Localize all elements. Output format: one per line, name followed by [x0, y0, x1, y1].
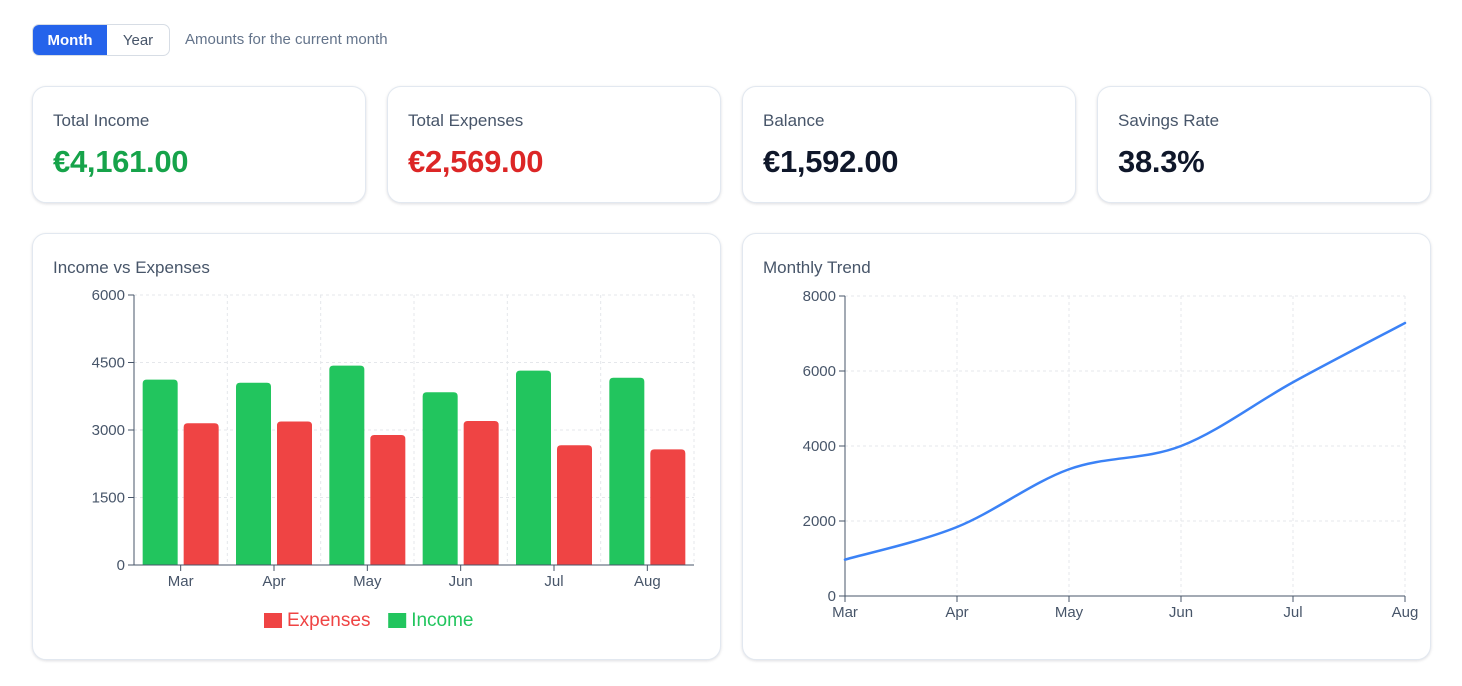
line-grid	[845, 295, 1406, 596]
y-tick-label: 6000	[803, 363, 836, 380]
stat-value: 38.3%	[1118, 144, 1205, 179]
expenses-bar	[463, 421, 499, 565]
y-tick-label: 0	[117, 557, 125, 574]
stat-label: Total Income	[53, 111, 150, 130]
x-tick-label: Jun	[1169, 604, 1193, 621]
x-tick-label: Mar	[168, 573, 194, 590]
y-tick-label: 2000	[803, 513, 836, 530]
income-bar	[329, 365, 365, 565]
x-tick-label: Jul	[544, 573, 563, 590]
stat-label: Balance	[763, 111, 825, 130]
expenses-bar	[183, 423, 219, 565]
period-hint: Amounts for the current month	[185, 31, 388, 48]
chart-legend: Expenses Income	[264, 610, 474, 631]
income-bar	[236, 382, 271, 565]
trend-line	[843, 321, 1407, 561]
monthly-trend-chart: 0 2000 4000 6000 8000 Mar Apr May Jun Jul Aug	[803, 288, 1419, 621]
expenses-bar	[650, 449, 686, 565]
x-tick-label: Jun	[449, 573, 473, 590]
x-tick-label: May	[353, 573, 382, 590]
expenses-bar	[277, 421, 312, 565]
x-tick-label: Apr	[262, 573, 285, 590]
expenses-legend-swatch	[264, 613, 282, 628]
bar-grid	[134, 294, 695, 565]
y-tick-label: 0	[828, 588, 836, 605]
y-tick-label: 4000	[803, 438, 836, 455]
income-bar	[516, 370, 551, 565]
chart-title: Monthly Trend	[763, 258, 871, 277]
stat-card-savings-rate: Savings Rate 38.3%	[1097, 86, 1431, 203]
x-tick-label: Aug	[1392, 604, 1419, 621]
income-legend-swatch	[388, 613, 407, 628]
income-bar	[422, 392, 458, 565]
stat-card-total-expenses: Total Expenses €2,569.00	[387, 86, 721, 203]
stat-card-balance: Balance €1,592.00	[742, 86, 1076, 203]
income-bar	[142, 379, 178, 565]
y-tick-label: 6000	[92, 287, 125, 304]
expenses-legend-label: Expenses	[287, 610, 370, 631]
income-legend-label: Income	[411, 610, 473, 631]
y-tick-label: 4500	[92, 355, 125, 372]
monthly-trend-card: Monthly Trend 0 2000 4000 6000 8000 Mar Apr May…	[742, 233, 1431, 660]
stat-label: Total Expenses	[408, 111, 524, 130]
stat-value: €2,569.00	[408, 144, 544, 179]
chart-title: Income vs Expenses	[53, 258, 210, 277]
x-tick-label: Mar	[832, 604, 858, 621]
period-toggle: Month Year	[32, 24, 170, 56]
x-tick-label: Aug	[634, 573, 661, 590]
x-tick-label: Apr	[945, 604, 968, 621]
stat-label: Savings Rate	[1118, 111, 1220, 130]
year-toggle-button[interactable]: Year	[122, 31, 154, 49]
x-tick-label: May	[1055, 604, 1084, 621]
stat-value: €1,592.00	[763, 144, 899, 179]
income-vs-expenses-card: Income vs Expenses Mar Apr May Jun Jul Aug 0 15…	[32, 233, 721, 660]
y-tick-label: 3000	[92, 422, 125, 439]
stat-value: €4,161.00	[53, 144, 189, 179]
month-toggle-button[interactable]: Month	[33, 25, 107, 55]
y-tick-label: 1500	[92, 490, 125, 507]
x-tick-label: Jul	[1283, 604, 1302, 621]
expenses-bar	[557, 445, 592, 565]
y-tick-label: 8000	[803, 288, 836, 305]
income-vs-expenses-chart: Mar Apr May Jun Jul Aug 0 1500 3000 4500 6000 Expen…	[92, 287, 695, 631]
income-bar	[609, 377, 645, 565]
expenses-bar	[370, 434, 406, 565]
stat-card-total-income: Total Income €4,161.00	[32, 86, 366, 203]
